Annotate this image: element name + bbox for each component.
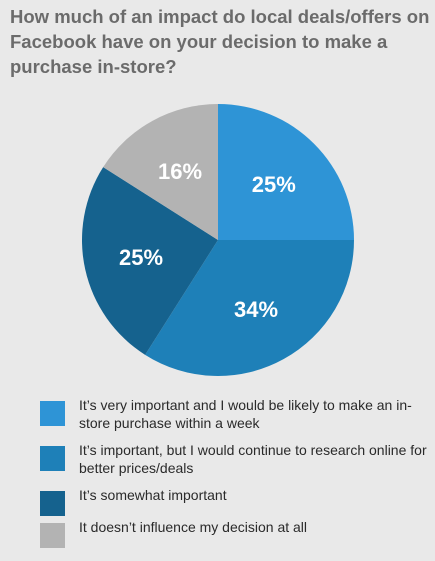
legend-swatch xyxy=(40,491,65,516)
legend-swatch xyxy=(40,401,65,426)
legend-item-no-influence: It doesn’t influence my decision at all xyxy=(40,518,430,550)
legend-item-somewhat-important: It’s somewhat important xyxy=(40,486,430,518)
legend-item-very-important: It’s very important and I would be likel… xyxy=(40,396,430,441)
slice-very-important xyxy=(218,104,354,240)
legend-swatch xyxy=(40,523,65,548)
legend-label: It’s very important and I would be likel… xyxy=(79,397,412,431)
legend: It’s very important and I would be likel… xyxy=(40,396,430,550)
slice-value-label: 25% xyxy=(119,245,163,270)
legend-swatch xyxy=(40,446,65,471)
legend-label: It’s somewhat important xyxy=(79,487,227,503)
legend-label: It doesn’t influence my decision at all xyxy=(79,519,308,535)
slice-value-label: 25% xyxy=(252,172,296,197)
slice-somewhat-important xyxy=(82,167,218,355)
chart-title: How much of an impact do local deals/off… xyxy=(10,6,430,77)
slice-value-label: 16% xyxy=(158,159,202,184)
slice-value-label: 34% xyxy=(234,297,278,322)
legend-label: It’s important, but I would continue to … xyxy=(79,442,427,476)
slice-important xyxy=(145,240,354,376)
pie-labels: 25% 34% 25% 16% xyxy=(119,159,296,322)
pie-chart: 25% 34% 25% 16% xyxy=(82,104,354,376)
legend-item-important: It’s important, but I would continue to … xyxy=(40,441,430,486)
slice-no-influence xyxy=(103,104,218,240)
pie-slices xyxy=(82,104,354,376)
